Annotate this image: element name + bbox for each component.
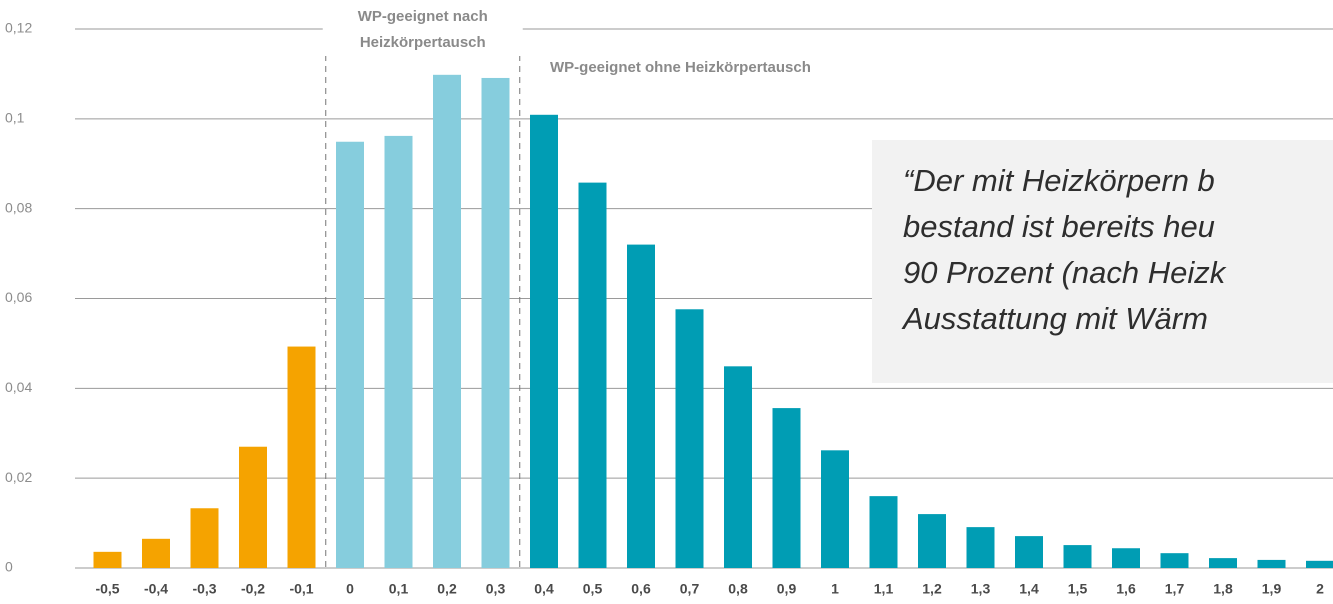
bar (821, 450, 849, 568)
y-tick-label: 0,02 (5, 469, 32, 485)
bar (578, 182, 607, 569)
x-tick-label: -0,4 (144, 581, 168, 597)
y-tick-label: 0 (5, 559, 13, 575)
x-tick-label: 1,1 (874, 581, 894, 597)
bar (966, 527, 995, 568)
bar (1063, 545, 1092, 568)
bar (918, 514, 946, 568)
x-tick-label: -0,5 (95, 581, 119, 597)
x-tick-label: 2 (1316, 581, 1324, 597)
x-tick-label: -0,2 (241, 581, 265, 597)
bar (1306, 560, 1333, 568)
y-tick-label: 0,06 (5, 289, 32, 305)
bar (675, 309, 704, 568)
bar (481, 77, 510, 568)
x-tick-label: 1 (831, 581, 839, 597)
bar (724, 366, 752, 568)
quote-line: bestand ist bereits heu (903, 209, 1215, 244)
annotation-background (322, 4, 523, 56)
x-tick-label: 1,7 (1165, 581, 1185, 597)
y-tick-label: 0,04 (5, 379, 32, 395)
x-tick-label: 1,8 (1213, 581, 1233, 597)
y-tick-label: 0,12 (5, 20, 32, 36)
x-tick-label: 0,5 (583, 581, 603, 597)
y-tick-label: 0,1 (5, 110, 25, 126)
y-tick-label: 0,08 (5, 199, 32, 215)
x-tick-label: 1,3 (971, 581, 991, 597)
bar (336, 141, 364, 568)
bar (869, 496, 898, 568)
bar (433, 74, 461, 568)
x-tick-label: 0,7 (680, 581, 700, 597)
bar (142, 538, 170, 568)
annotation: WP-geeignet nach (358, 8, 488, 25)
x-tick-label: -0,3 (192, 581, 216, 597)
quote-box (872, 140, 1333, 383)
x-tick-label: 0,4 (534, 581, 554, 597)
bar (190, 508, 219, 568)
bar (1257, 559, 1286, 568)
x-tick-label: 0,3 (486, 581, 506, 597)
bar (1112, 548, 1140, 568)
bar (239, 446, 267, 568)
quote-line: “Der mit Heizkörpern b (903, 163, 1215, 198)
quote-line: 90 Prozent (nach Heizk (903, 255, 1227, 290)
x-tick-label: 1,5 (1068, 581, 1088, 597)
x-tick-label: -0,1 (289, 581, 313, 597)
bar (627, 244, 655, 568)
x-tick-label: 1,6 (1116, 581, 1136, 597)
annotation: Heizkörpertausch (360, 34, 486, 51)
bar (287, 346, 316, 568)
x-tick-label: 0,1 (389, 581, 409, 597)
annotation: WP-geeignet ohne Heizkörpertausch (550, 59, 811, 76)
x-tick-label: 0,8 (728, 581, 748, 597)
bar (1015, 536, 1043, 568)
x-tick-label: 0 (346, 581, 354, 597)
bar (384, 135, 413, 568)
x-tick-label: 0,6 (631, 581, 651, 597)
bar (1160, 553, 1189, 568)
x-tick-label: 1,2 (922, 581, 942, 597)
quote-line: Ausstattung mit Wärm (901, 301, 1208, 336)
x-tick-label: 1,4 (1019, 581, 1039, 597)
bar (1209, 558, 1237, 568)
bar (93, 551, 122, 568)
bar (530, 114, 558, 568)
bar (772, 408, 801, 568)
x-tick-label: 1,9 (1262, 581, 1282, 597)
x-tick-label: 0,2 (437, 581, 457, 597)
x-tick-label: 0,9 (777, 581, 797, 597)
